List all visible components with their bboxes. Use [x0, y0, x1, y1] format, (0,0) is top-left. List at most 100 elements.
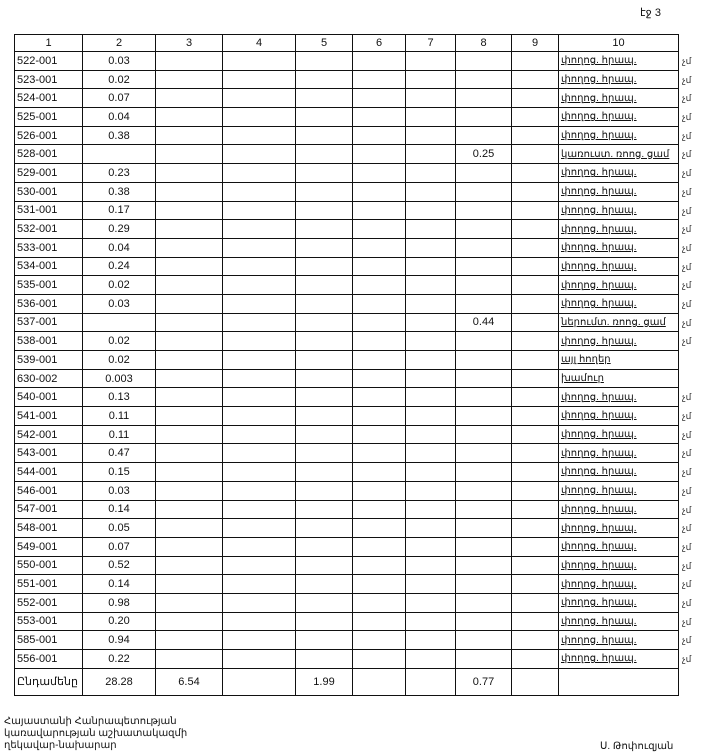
- empty-cell: [155, 574, 223, 594]
- cell-col-2: 0.13: [82, 387, 156, 408]
- empty-cell: [405, 462, 456, 482]
- empty-cell: [511, 256, 559, 277]
- cell-col-2: [82, 144, 156, 165]
- empty-cell: [155, 312, 223, 333]
- margin-mark: չմ: [682, 261, 692, 272]
- empty-cell: [352, 163, 406, 183]
- empty-cell: [511, 275, 559, 295]
- cell-col-1: 529-001: [14, 163, 83, 183]
- empty-cell: [222, 181, 296, 202]
- empty-cell: [352, 219, 406, 239]
- empty-cell: [155, 256, 223, 277]
- table-row: 543-001 0.47 փողոց. հրապ.: [14, 443, 679, 464]
- cell-col-10: փողոց. հրապ.: [558, 611, 679, 632]
- empty-cell: [295, 69, 353, 90]
- empty-cell: [511, 69, 559, 90]
- table-row: 524-001 0.07 փողոց. հրապ.: [14, 88, 679, 109]
- empty-cell: [511, 368, 559, 389]
- margin-mark: չմ: [682, 242, 692, 253]
- empty-cell: [352, 69, 406, 90]
- signatory-name: Ս. Թոփուզյան: [600, 741, 674, 752]
- cell-col-1: 538-001: [14, 331, 83, 351]
- empty-cell: [295, 443, 353, 464]
- empty-cell: [295, 424, 353, 445]
- empty-cell: [352, 88, 406, 109]
- cell-col-2: 0.02: [82, 350, 156, 370]
- empty-cell: [405, 69, 456, 90]
- margin-mark: [682, 370, 702, 389]
- margin-mark: չմ: [682, 74, 692, 85]
- table-row: 526-001 0.38 փողոց. հրապ.: [14, 125, 679, 146]
- total-col-3: 6.54: [155, 667, 223, 696]
- cell-col-10: փողոց. հրապ.: [558, 293, 679, 314]
- margin-mark: չմ: [682, 112, 692, 123]
- column-header-7: 7: [405, 34, 456, 52]
- empty-cell: [511, 480, 559, 501]
- empty-cell: [222, 107, 296, 127]
- empty-cell: [155, 51, 223, 71]
- cell-col-2: 0.02: [82, 69, 156, 90]
- empty-cell: [405, 574, 456, 594]
- cell-col-10: փողոց. հրապ.: [558, 275, 679, 295]
- table-row: 535-001 0.02 փողոց. հրապ.: [14, 275, 679, 295]
- cell-col-2: 0.22: [82, 649, 156, 669]
- cell-col-8: [455, 350, 512, 370]
- table-row: 522-001 0.03 փողոց. հրապ.: [14, 51, 679, 71]
- cell-col-8: [455, 51, 512, 71]
- empty-cell: [511, 293, 559, 314]
- cell-col-1: 543-001: [14, 443, 83, 464]
- cell-col-2: 0.05: [82, 518, 156, 538]
- table-row: 544-001 0.15 փողոց. հրապ.: [14, 462, 679, 482]
- empty-cell: [405, 406, 456, 426]
- total-col-8: 0.77: [455, 667, 512, 696]
- table-row: 534-001 0.24 փողոց. հրապ.: [14, 256, 679, 277]
- empty-cell: [155, 462, 223, 482]
- empty-cell: [295, 555, 353, 576]
- cell-col-1: 540-001: [14, 387, 83, 408]
- empty-cell: [222, 574, 296, 594]
- empty-cell: [222, 312, 296, 333]
- empty-cell: [295, 630, 353, 650]
- empty-cell: [295, 387, 353, 408]
- cell-col-10: փողոց. հրապ.: [558, 331, 679, 351]
- table-row: 536-001 0.03 փողոց. հրապ.: [14, 293, 679, 314]
- empty-cell: [352, 480, 406, 501]
- empty-cell: [155, 443, 223, 464]
- cell-col-8: [455, 163, 512, 183]
- empty-cell: [155, 350, 223, 370]
- cell-col-8: [455, 69, 512, 90]
- empty-cell: [405, 649, 456, 669]
- column-header-4: 4: [222, 34, 296, 52]
- empty-cell: [352, 424, 406, 445]
- cell-col-1: 542-001: [14, 424, 83, 445]
- empty-cell: [511, 518, 559, 538]
- table-row: 528-001 0.25 կառուստ. ռոոց. ցամ: [14, 144, 679, 165]
- empty-cell: [511, 125, 559, 146]
- margin-mark: չմ: [682, 298, 692, 309]
- empty-cell: [352, 368, 406, 389]
- cell-col-8: [455, 181, 512, 202]
- margin-mark: չմ: [682, 654, 692, 664]
- cell-col-2: 0.29: [82, 219, 156, 239]
- cell-col-1: 531-001: [14, 200, 83, 221]
- empty-cell: [155, 69, 223, 90]
- cell-col-8: [455, 219, 512, 239]
- margin-mark: չմ: [682, 56, 692, 66]
- empty-cell: [405, 480, 456, 501]
- cell-col-2: 0.003: [82, 368, 156, 389]
- cell-col-10: փողոց. հրապ.: [558, 219, 679, 239]
- empty-cell: [295, 144, 353, 165]
- cell-col-2: 0.02: [82, 331, 156, 351]
- cell-col-8: [455, 611, 512, 632]
- cell-col-8: [455, 125, 512, 146]
- empty-cell: [155, 518, 223, 538]
- cell-col-1: 547-001: [14, 499, 83, 520]
- total-col-5: 1.99: [295, 667, 353, 696]
- footer-line-2: կառավարության աշխատակազմի: [4, 728, 188, 739]
- column-header-1: 1: [14, 34, 83, 52]
- cell-col-8: [455, 536, 512, 557]
- cell-col-8: [455, 107, 512, 127]
- cell-col-8: [455, 630, 512, 650]
- empty-cell: [222, 88, 296, 109]
- empty-cell: [405, 592, 456, 613]
